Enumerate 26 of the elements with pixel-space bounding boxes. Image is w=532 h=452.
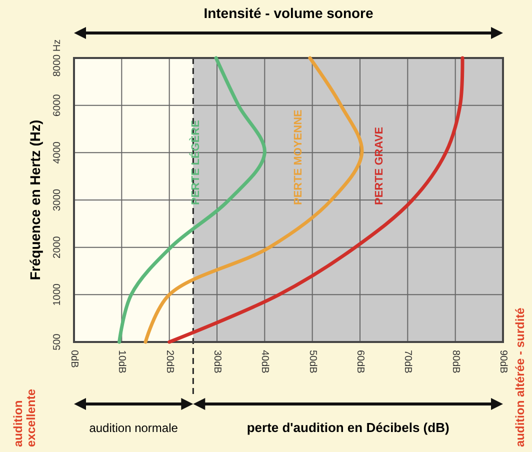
y-tick-label: 1000 [52, 283, 63, 306]
chart-title: Intensité - volume sonore [204, 5, 374, 21]
text: audition altérée - surdité [513, 307, 527, 447]
x-tick-label: 90dB [498, 350, 508, 374]
y-tick-label: 3000 [52, 188, 63, 212]
text: PERTE LÉGÈRE [188, 120, 202, 205]
text: PERTE GRAVE [373, 126, 386, 205]
x-tick-label: 50dB [306, 350, 318, 374]
x-tick-label: 70dB [402, 350, 414, 374]
x-tick-label: 10dB [116, 350, 128, 374]
x-tick-label: 60dB [354, 350, 366, 374]
y-tick-label: 4000 [52, 141, 63, 164]
x-tick-label: 30dB [212, 350, 222, 374]
text: audition normale [89, 421, 178, 435]
y-tick-label: 8000 Hz [52, 39, 63, 77]
y-tick-label: 500 [52, 333, 63, 350]
x-tick-label: 80dB [450, 350, 461, 374]
y-tick-label: 6000 [52, 94, 63, 116]
x-tick-label: 40dB [259, 350, 270, 374]
y-tick-label: 2000 [52, 236, 63, 258]
x-tick-label: 20dB [164, 350, 175, 374]
x-axis-title: perte d'audition en Décibels (dB) [246, 420, 450, 435]
text: PERTE MOYENNE [292, 110, 304, 205]
y-axis-title: Fréquence en Hertz (Hz) [27, 120, 43, 280]
text: audition excellente [11, 388, 38, 447]
x-tick-label: 0dB [68, 350, 80, 368]
